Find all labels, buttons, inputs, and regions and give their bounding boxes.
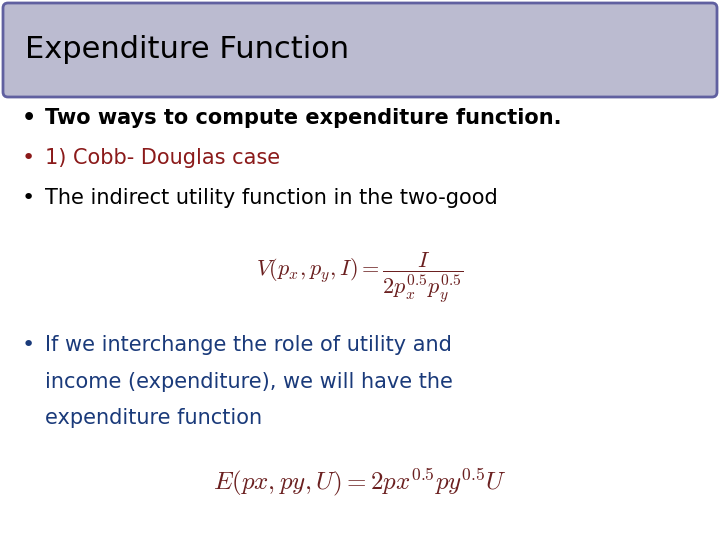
- FancyBboxPatch shape: [3, 3, 717, 97]
- Text: If we interchange the role of utility and: If we interchange the role of utility an…: [45, 335, 452, 355]
- Text: 1) Cobb- Douglas case: 1) Cobb- Douglas case: [45, 148, 280, 168]
- Text: •: •: [22, 188, 35, 208]
- Text: expenditure function: expenditure function: [45, 408, 262, 428]
- Text: $V(p_x,p_y,I)=\dfrac{I}{2p_x^{0.5}p_y^{0.5}}$: $V(p_x,p_y,I)=\dfrac{I}{2p_x^{0.5}p_y^{0…: [256, 251, 464, 305]
- Text: $E(px,py,U) = 2px^{0.5}py^{0.5}U$: $E(px,py,U) = 2px^{0.5}py^{0.5}U$: [213, 466, 507, 498]
- Text: income (expenditure), we will have the: income (expenditure), we will have the: [45, 372, 453, 392]
- Text: The indirect utility function in the two-good: The indirect utility function in the two…: [45, 188, 498, 208]
- Text: Expenditure Function: Expenditure Function: [25, 36, 349, 64]
- Text: •: •: [22, 335, 35, 355]
- Text: Two ways to compute expenditure function.: Two ways to compute expenditure function…: [45, 108, 562, 128]
- Text: •: •: [22, 148, 35, 168]
- Text: •: •: [22, 108, 36, 128]
